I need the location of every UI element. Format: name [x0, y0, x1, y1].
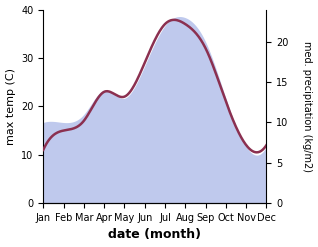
- Y-axis label: max temp (C): max temp (C): [5, 68, 16, 145]
- Y-axis label: med. precipitation (kg/m2): med. precipitation (kg/m2): [302, 41, 313, 172]
- X-axis label: date (month): date (month): [108, 228, 201, 242]
